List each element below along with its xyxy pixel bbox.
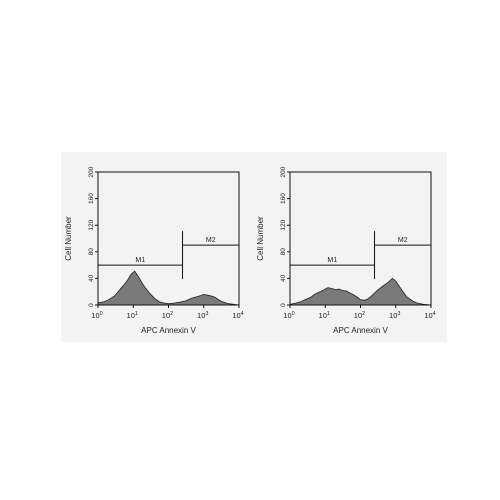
x-axis-label: APC Annexin V — [333, 326, 388, 335]
x-tick-label: 100 — [91, 311, 102, 320]
histogram-area — [97, 270, 240, 306]
gate-m1-label: M1 — [135, 257, 145, 264]
y-tick-label: 80 — [88, 248, 95, 256]
x-tick-label: 101 — [319, 311, 330, 320]
x-tick-label: 102 — [162, 311, 173, 320]
gate-m2-label: M2 — [398, 237, 408, 244]
x-tick-label: 102 — [354, 311, 365, 320]
histogram-right: 0 40 80 120 160 200 100 101 102 103 104 M1 M2 APC Ann… — [256, 166, 436, 335]
y-tick-label: 0 — [88, 303, 95, 307]
plot-frame — [97, 171, 240, 306]
y-tick-label: 40 — [88, 274, 95, 282]
gate-m1-label: M1 — [327, 257, 337, 264]
x-tick-label: 104 — [232, 311, 243, 320]
histogram-panel-right: 0 40 80 120 160 200 100 101 102 103 104 M1 M2 APC Ann… — [253, 152, 447, 342]
y-tick-label: 80 — [280, 248, 287, 256]
x-axis-label: APC Annexin V — [141, 326, 196, 335]
x-tick-label: 101 — [127, 311, 138, 320]
y-tick-label: 200 — [88, 166, 95, 177]
y-tick-label: 200 — [280, 166, 287, 177]
x-tick-label: 103 — [197, 311, 208, 320]
x-tick-label: 103 — [389, 311, 400, 320]
x-tick-label: 104 — [424, 311, 435, 320]
gate-m2-label: M2 — [206, 237, 216, 244]
y-tick-label: 160 — [280, 193, 287, 204]
y-tick-label: 0 — [280, 303, 287, 307]
y-axis-label: Cell Number — [256, 216, 265, 261]
y-tick-label: 40 — [280, 274, 287, 282]
y-axis-label: Cell Number — [64, 216, 73, 261]
x-tick-label: 100 — [283, 311, 294, 320]
histogram-area — [289, 277, 432, 306]
histogram-panel-left: 0 40 80 120 160 200 100 101 102 103 104 M1 M2 APC Ann… — [61, 152, 255, 342]
y-tick-label: 120 — [88, 219, 95, 230]
histogram-left: 0 40 80 120 160 200 100 101 102 103 104 M1 M2 APC Ann… — [64, 166, 244, 335]
plot-frame — [289, 171, 432, 306]
y-tick-label: 120 — [280, 219, 287, 230]
y-tick-label: 160 — [88, 193, 95, 204]
